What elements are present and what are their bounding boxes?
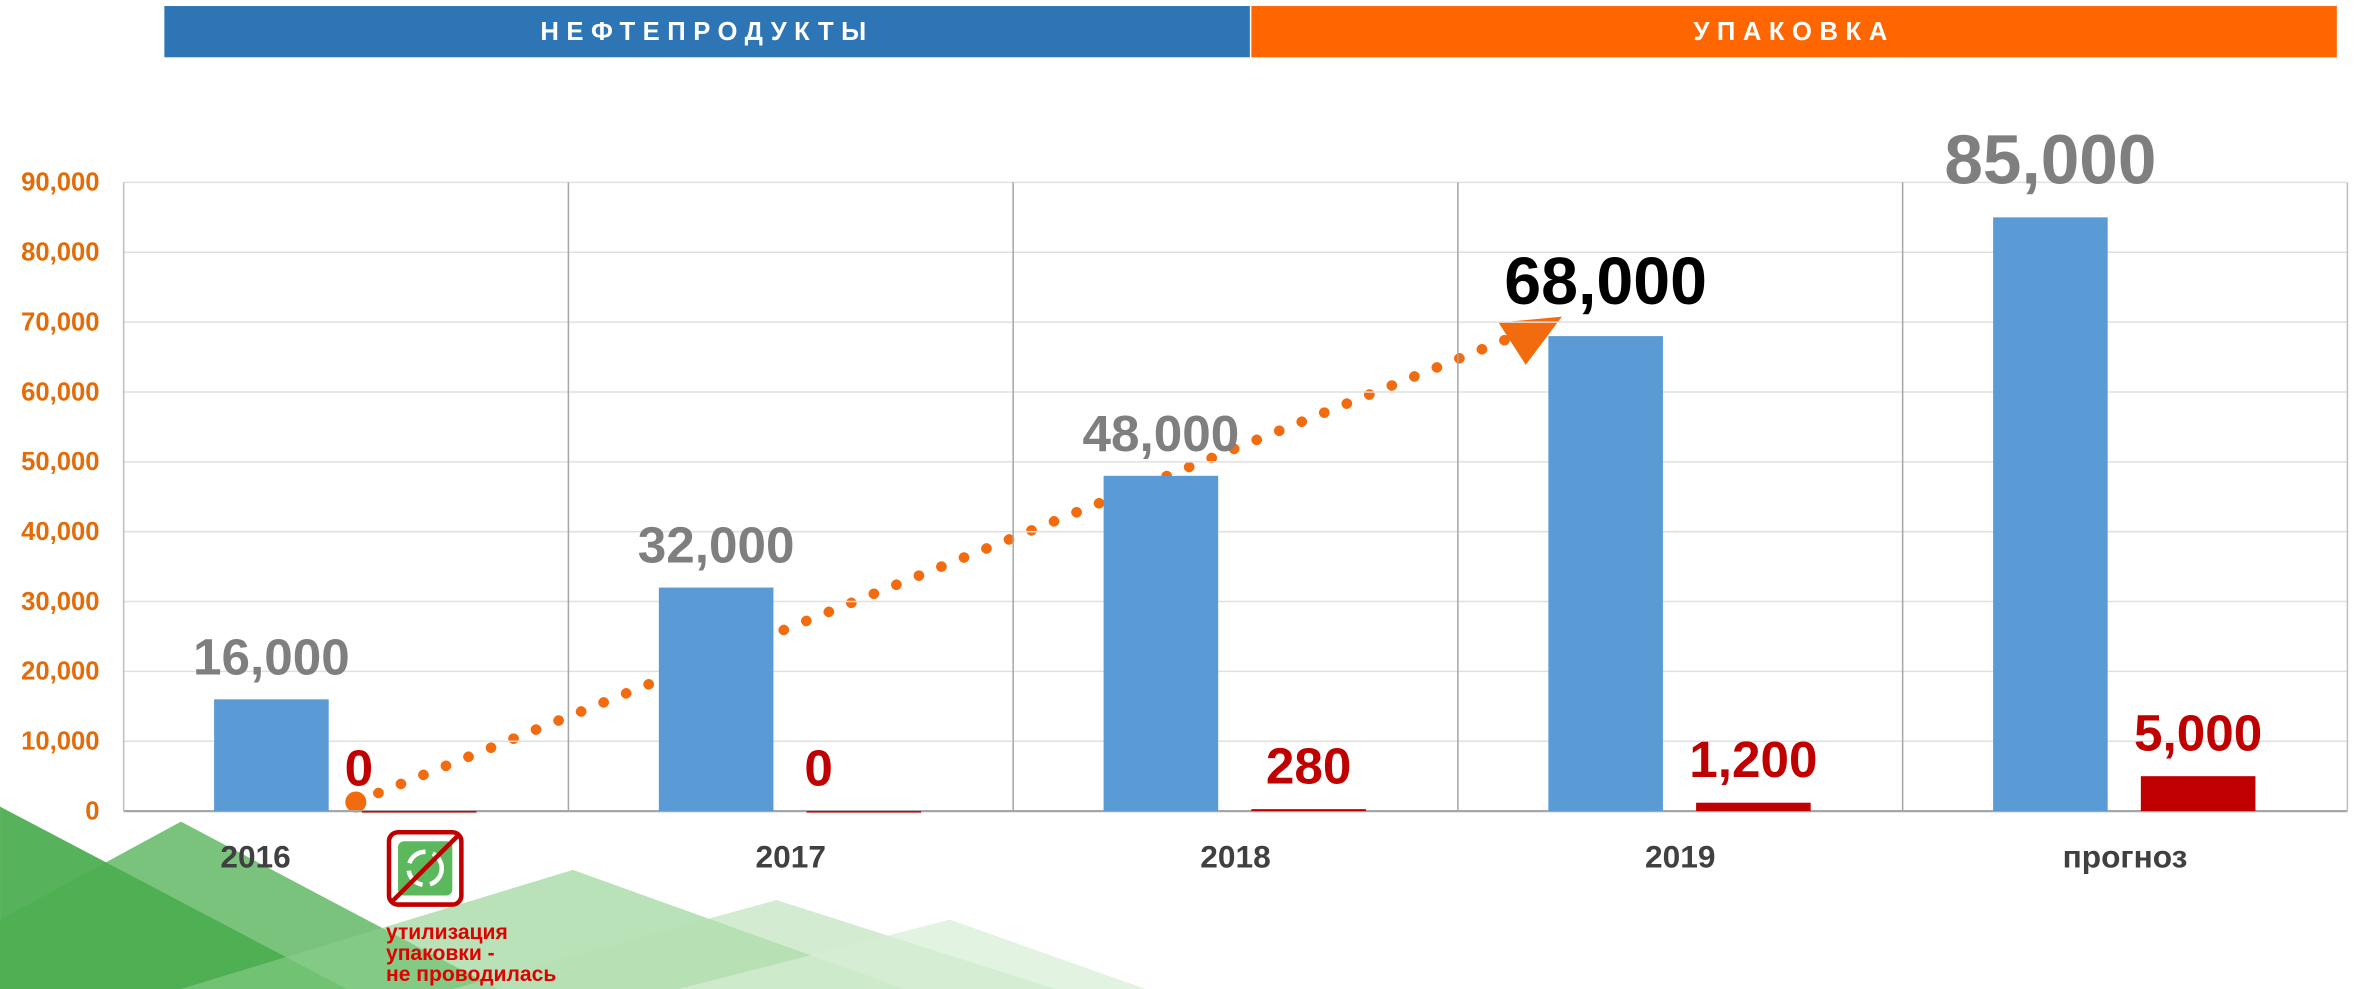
value-label: 0 — [804, 739, 833, 796]
bar — [806, 811, 922, 813]
annotation: утилизация — [386, 921, 508, 944]
value-label: 48,000 — [1083, 405, 1240, 462]
bar — [1993, 217, 2108, 812]
value-label: 5,000 — [2134, 705, 2262, 762]
y-tick-label: 80,000 — [21, 239, 99, 267]
y-tick-label: 20,000 — [21, 658, 99, 686]
bar — [1251, 809, 1366, 812]
value-label: 68,000 — [1504, 245, 1707, 319]
header-bar — [164, 6, 1250, 58]
y-tick-label: 60,000 — [21, 378, 99, 406]
bar — [1103, 475, 1219, 812]
bar — [214, 699, 329, 812]
background-decoration — [0, 806, 1146, 989]
header-label: УПАКОВКА — [1693, 18, 1894, 46]
annotation: упаковки - — [386, 942, 495, 965]
y-tick-label: 10,000 — [21, 728, 99, 756]
y-tick-label: 40,000 — [21, 518, 99, 546]
value-label: 280 — [1266, 737, 1352, 794]
bar — [1696, 802, 1811, 812]
x-tick-label: 2016 — [220, 839, 290, 875]
value-label: 16,000 — [193, 628, 350, 685]
x-tick-label: 2017 — [756, 839, 826, 875]
x-tick-label: 2018 — [1200, 839, 1270, 875]
y-tick-label: 0 — [85, 797, 99, 825]
trend-arrow — [345, 316, 1562, 813]
header-label: НЕФТЕПРОДУКТЫ — [540, 18, 873, 46]
x-tick-label: 2019 — [1645, 839, 1715, 875]
bar — [361, 811, 477, 813]
bar — [1548, 336, 1663, 812]
recycle-icon — [386, 829, 464, 907]
bar — [658, 587, 774, 812]
value-label: 32,000 — [638, 517, 795, 574]
y-tick-label: 90,000 — [21, 169, 99, 197]
y-tick-label: 70,000 — [21, 308, 99, 336]
value-label: 0 — [345, 739, 374, 796]
y-tick-label: 50,000 — [21, 448, 99, 476]
x-tick-label: прогноз — [2063, 839, 2188, 875]
annotation: не проводилась — [386, 963, 556, 986]
value-label: 85,000 — [1944, 121, 2156, 199]
header-bar — [1251, 6, 2337, 58]
value-label: 1,200 — [1689, 731, 1817, 788]
bar — [2140, 776, 2256, 812]
y-tick-label: 30,000 — [21, 588, 99, 616]
